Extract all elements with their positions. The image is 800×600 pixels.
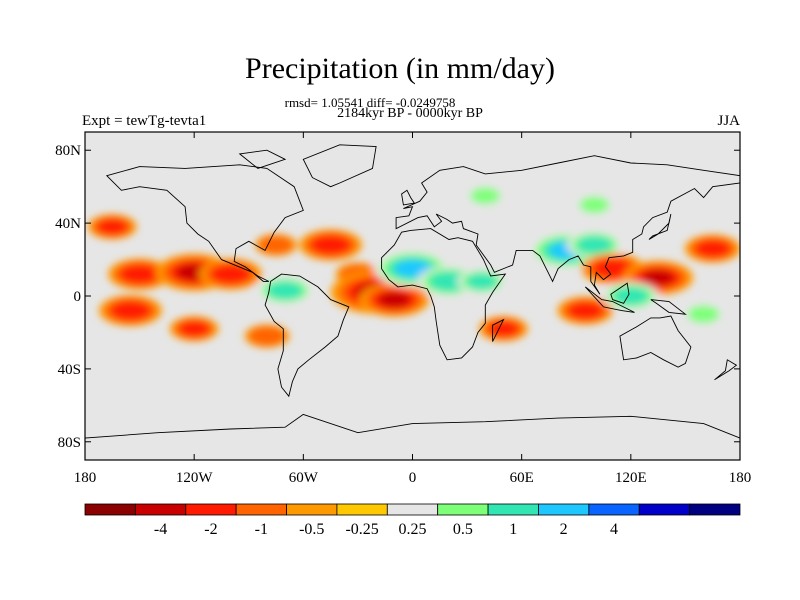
coastline bbox=[714, 359, 738, 381]
y-tick-label: 80S bbox=[58, 435, 81, 451]
experiment-label: Expt = tewTg-tevta1 bbox=[82, 113, 207, 129]
anomaly-blob bbox=[465, 273, 498, 290]
x-tick-label: 120E bbox=[615, 470, 647, 486]
anomaly-blob bbox=[592, 258, 633, 279]
colorbar-label: -0.5 bbox=[299, 521, 324, 538]
coastline bbox=[584, 286, 635, 313]
anomaly-blob bbox=[310, 235, 351, 255]
colorbar-label: -1 bbox=[255, 521, 268, 538]
chart-stats-subtitle: rmsd= 1.05541 diff= -0.0249758 bbox=[284, 95, 456, 110]
anomaly-blob bbox=[576, 236, 613, 254]
anomaly-blob bbox=[213, 186, 249, 206]
colorbar-swatch bbox=[386, 503, 439, 516]
anomaly-blob bbox=[470, 187, 501, 204]
colorbar-label: 0.25 bbox=[399, 521, 427, 538]
coastline bbox=[395, 155, 741, 295]
y-tick-label: 0 bbox=[74, 289, 82, 305]
colorbar-swatch bbox=[538, 503, 590, 516]
coastline bbox=[238, 149, 287, 169]
anomaly-blob bbox=[394, 260, 431, 278]
anomaly-blob bbox=[96, 218, 128, 235]
anomaly-blob bbox=[248, 326, 286, 346]
colorbar-swatch bbox=[336, 503, 388, 516]
colorbar-swatch bbox=[487, 503, 539, 516]
anomaly-blob bbox=[579, 196, 610, 213]
colorbar-swatch bbox=[437, 503, 489, 516]
x-tick-label: 60W bbox=[289, 470, 319, 486]
colorbar-swatch bbox=[134, 503, 187, 516]
colorbar-swatch bbox=[185, 503, 237, 516]
coastline bbox=[650, 299, 687, 315]
anomaly-blob bbox=[210, 264, 251, 285]
colorbar-label: -0.25 bbox=[345, 521, 378, 538]
anomaly-blob bbox=[258, 235, 294, 254]
y-tick-label: 40S bbox=[58, 362, 81, 378]
anomaly-blob bbox=[694, 239, 731, 258]
colorbar-label: 4 bbox=[610, 521, 618, 538]
coastline bbox=[610, 282, 630, 304]
season-label: JJA bbox=[717, 113, 740, 129]
x-tick-label: 180 bbox=[729, 470, 752, 486]
x-tick-label: 0 bbox=[409, 470, 417, 486]
anomaly-blob bbox=[642, 269, 675, 286]
anomaly-blob bbox=[378, 291, 411, 308]
anomaly-blob bbox=[119, 264, 160, 285]
colorbar-swatch bbox=[588, 503, 640, 516]
y-tick-label: 80N bbox=[55, 143, 81, 159]
anomaly-blob bbox=[567, 301, 604, 320]
coastline bbox=[302, 144, 377, 188]
anomaly-blob bbox=[612, 287, 649, 305]
colorbar-swatch bbox=[689, 503, 741, 516]
coastline bbox=[105, 164, 304, 282]
x-tick-label: 120W bbox=[176, 470, 214, 486]
y-tick-label: 40N bbox=[55, 216, 81, 232]
x-tick-label: 180 bbox=[74, 470, 97, 486]
anomaly-blob bbox=[428, 271, 470, 292]
colorbar-label: -2 bbox=[204, 521, 217, 538]
colorbar-swatch bbox=[286, 503, 338, 516]
colorbar-swatch bbox=[638, 503, 691, 516]
anomaly-blob bbox=[687, 305, 720, 323]
chart-period-subtitle: 2184kyr BP - 0000kyr BP bbox=[337, 106, 483, 121]
coastline bbox=[401, 189, 416, 206]
chart-title: Precipitation (in mm/day) bbox=[245, 52, 555, 85]
coastline bbox=[619, 315, 692, 368]
coastline bbox=[264, 273, 350, 398]
colorbar-label: -4 bbox=[154, 521, 167, 538]
colorbar-label: 1 bbox=[509, 521, 517, 538]
anomaly-blob bbox=[158, 359, 194, 379]
anomaly-blob bbox=[267, 281, 304, 300]
anomaly-blob bbox=[487, 320, 520, 337]
anomaly-blob bbox=[178, 320, 210, 337]
colorbar-label: 0.5 bbox=[453, 521, 473, 538]
colorbar-swatch bbox=[235, 503, 287, 516]
anomaly-blob bbox=[110, 300, 151, 321]
coastline bbox=[381, 228, 507, 361]
coastline bbox=[492, 318, 505, 342]
coastline bbox=[648, 213, 672, 240]
x-tick-label: 60E bbox=[510, 470, 534, 486]
colorbar-label: 2 bbox=[560, 521, 568, 538]
colorbar-swatch bbox=[84, 503, 136, 516]
